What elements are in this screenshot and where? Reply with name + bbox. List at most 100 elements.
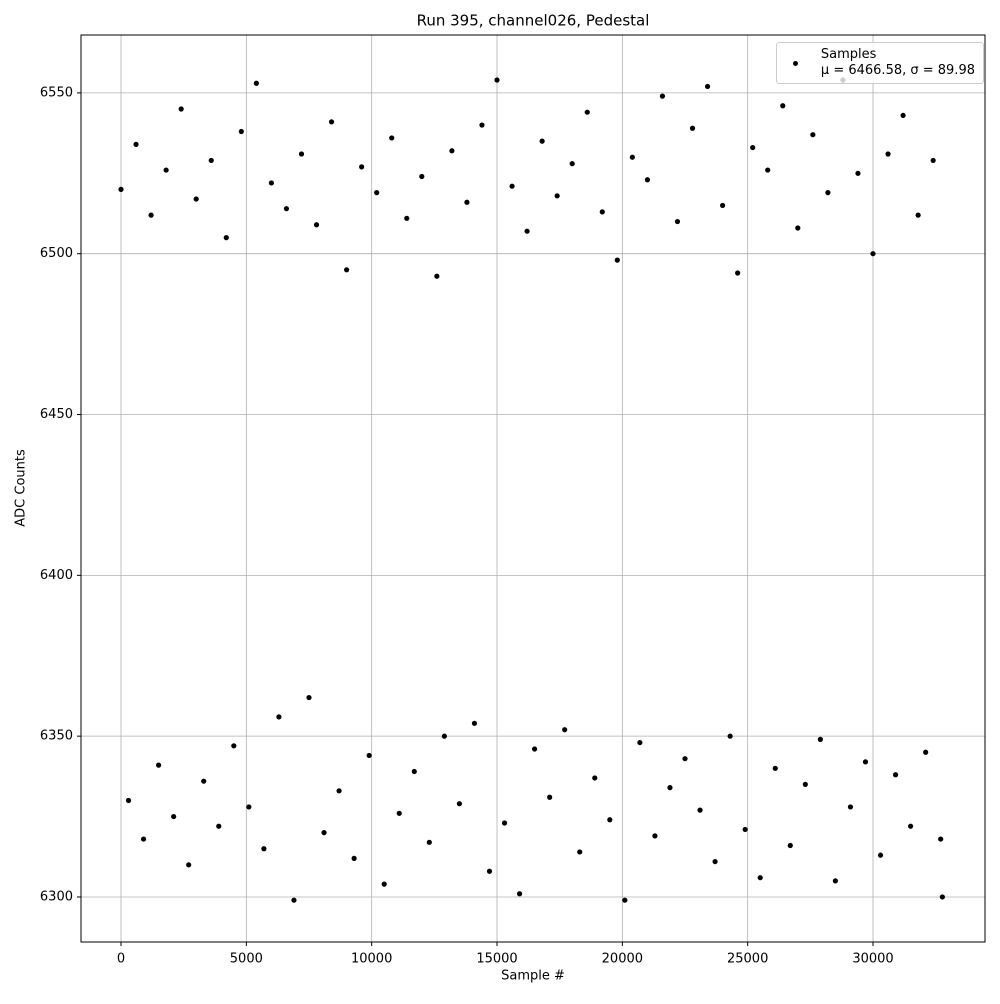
point	[562, 727, 568, 733]
point	[471, 720, 478, 726]
legend-marker	[792, 61, 798, 66]
point	[501, 820, 508, 826]
point	[825, 189, 831, 196]
point	[389, 135, 395, 141]
point	[652, 833, 658, 839]
point	[908, 823, 914, 829]
x-tick-label: 5000	[230, 952, 263, 967]
point	[366, 752, 372, 759]
y-tick-label: 6550	[40, 85, 73, 100]
point	[193, 196, 199, 202]
point	[283, 206, 290, 212]
point	[539, 138, 545, 144]
point	[795, 225, 801, 231]
y-tick-label: 6400	[40, 568, 73, 583]
point	[163, 167, 169, 173]
x-tick-label: 0	[117, 952, 125, 967]
point	[877, 852, 884, 858]
point	[697, 807, 703, 813]
point	[592, 775, 598, 781]
point	[118, 186, 124, 192]
point	[140, 836, 147, 842]
point	[231, 743, 237, 749]
point	[201, 778, 207, 784]
point	[939, 894, 945, 900]
x-tick-label: 30000	[852, 952, 893, 967]
point	[449, 148, 455, 154]
point	[261, 846, 267, 852]
point	[133, 141, 139, 147]
point	[351, 855, 357, 861]
point	[396, 810, 402, 816]
point	[374, 189, 380, 196]
point	[411, 768, 417, 775]
point	[787, 842, 793, 849]
point	[404, 215, 410, 221]
point	[547, 794, 553, 800]
point	[938, 836, 944, 842]
point	[607, 817, 613, 823]
point	[817, 736, 823, 742]
point	[765, 167, 771, 173]
point	[637, 739, 643, 746]
point	[554, 193, 560, 199]
x-tick-label: 20000	[602, 952, 643, 967]
point	[780, 103, 786, 109]
x-tick-label: 10000	[351, 952, 392, 967]
point	[456, 801, 463, 807]
point	[479, 122, 485, 128]
y-axis-label: ADC Counts	[14, 449, 29, 527]
point	[704, 83, 711, 90]
point	[148, 212, 154, 218]
y-tick-label: 6500	[40, 246, 73, 261]
point	[577, 849, 583, 855]
point	[622, 897, 628, 903]
point	[336, 788, 342, 794]
point	[855, 170, 861, 176]
x-tick-label: 25000	[727, 952, 768, 967]
point	[313, 222, 320, 228]
point	[509, 183, 515, 189]
point	[750, 144, 756, 151]
point	[584, 109, 590, 115]
point	[532, 746, 538, 752]
point	[689, 125, 696, 131]
point	[298, 151, 305, 157]
point	[862, 759, 869, 765]
point	[253, 80, 259, 86]
point	[268, 180, 275, 186]
point	[735, 270, 741, 276]
point	[171, 813, 177, 820]
point	[802, 781, 808, 788]
point	[727, 733, 733, 739]
y-tick-label: 6350	[40, 729, 73, 744]
point	[599, 209, 605, 215]
point	[569, 161, 575, 167]
x-axis-label: Sample #	[501, 969, 565, 984]
point	[892, 772, 899, 778]
point	[923, 749, 929, 755]
point	[178, 106, 184, 112]
point	[772, 765, 778, 771]
point	[464, 199, 470, 205]
point	[306, 694, 312, 701]
point	[516, 891, 523, 897]
point	[915, 212, 921, 218]
plot-frame	[80, 34, 986, 943]
point	[156, 762, 162, 768]
point	[659, 93, 666, 99]
point	[712, 858, 718, 865]
point	[847, 804, 854, 810]
point	[276, 714, 282, 720]
point	[810, 132, 816, 138]
point	[614, 257, 620, 263]
legend: Samples μ = 6466.58, σ = 89.98	[775, 42, 984, 84]
point	[419, 173, 425, 180]
point	[629, 154, 635, 160]
x-tick-label: 15000	[476, 952, 517, 967]
point	[246, 804, 252, 810]
chart-title: Run 395, channel026, Pedestal	[417, 12, 650, 30]
point	[216, 823, 222, 829]
y-tick-label: 6300	[40, 889, 73, 904]
